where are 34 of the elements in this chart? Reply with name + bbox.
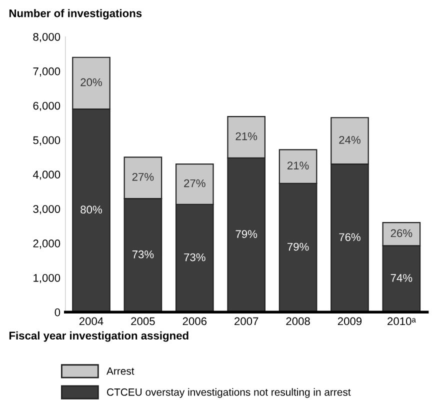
x-tick-label: 2008 — [286, 317, 310, 326]
annotation: 73% — [132, 250, 154, 258]
y-tick-label: 7,000 — [33, 67, 60, 77]
y-tick-label: 8,000 — [33, 32, 60, 42]
x-tick-label: 2009 — [338, 317, 362, 326]
y-axis-title: Number of investigations — [9, 9, 142, 20]
y-tick-label: 3,000 — [33, 205, 60, 214]
y-tick-label: 6,000 — [33, 102, 60, 112]
y-tick-label: 2,000 — [33, 240, 60, 249]
annotation: 76% — [339, 233, 360, 242]
x-axis-title: Fiscal year investigation assigned — [9, 331, 188, 342]
y-tick-label: 1,000 — [34, 274, 60, 284]
annotation: 21% — [236, 132, 258, 140]
legend-label: CTCEU overstay investigations not resulting in arrest — [107, 388, 351, 398]
annotation: 24% — [339, 136, 360, 144]
x-tick-label: 2007 — [234, 317, 258, 326]
y-tick-label: 5,000 — [33, 136, 60, 146]
annotation: 73% — [184, 253, 206, 262]
annotation: 26% — [390, 229, 412, 238]
x-tick-label: 2005 — [131, 317, 155, 326]
legend-label: Arrest — [106, 368, 134, 375]
x-tick-label: 2010ᵃ — [388, 317, 416, 326]
x-tick-label: 2004 — [79, 317, 104, 326]
annotation: 21% — [287, 162, 309, 170]
annotation: 20% — [80, 78, 102, 86]
annotation: 74% — [390, 274, 412, 282]
x-tick-label: 2006 — [182, 317, 207, 326]
annotation: 80% — [80, 206, 102, 214]
annotation: 79% — [236, 230, 258, 238]
annotation: 79% — [287, 242, 309, 251]
annotation: 27% — [132, 172, 154, 181]
annotation: 27% — [184, 179, 206, 188]
y-tick-label: 0 — [54, 308, 60, 316]
y-tick-label: 4,000 — [32, 170, 60, 180]
